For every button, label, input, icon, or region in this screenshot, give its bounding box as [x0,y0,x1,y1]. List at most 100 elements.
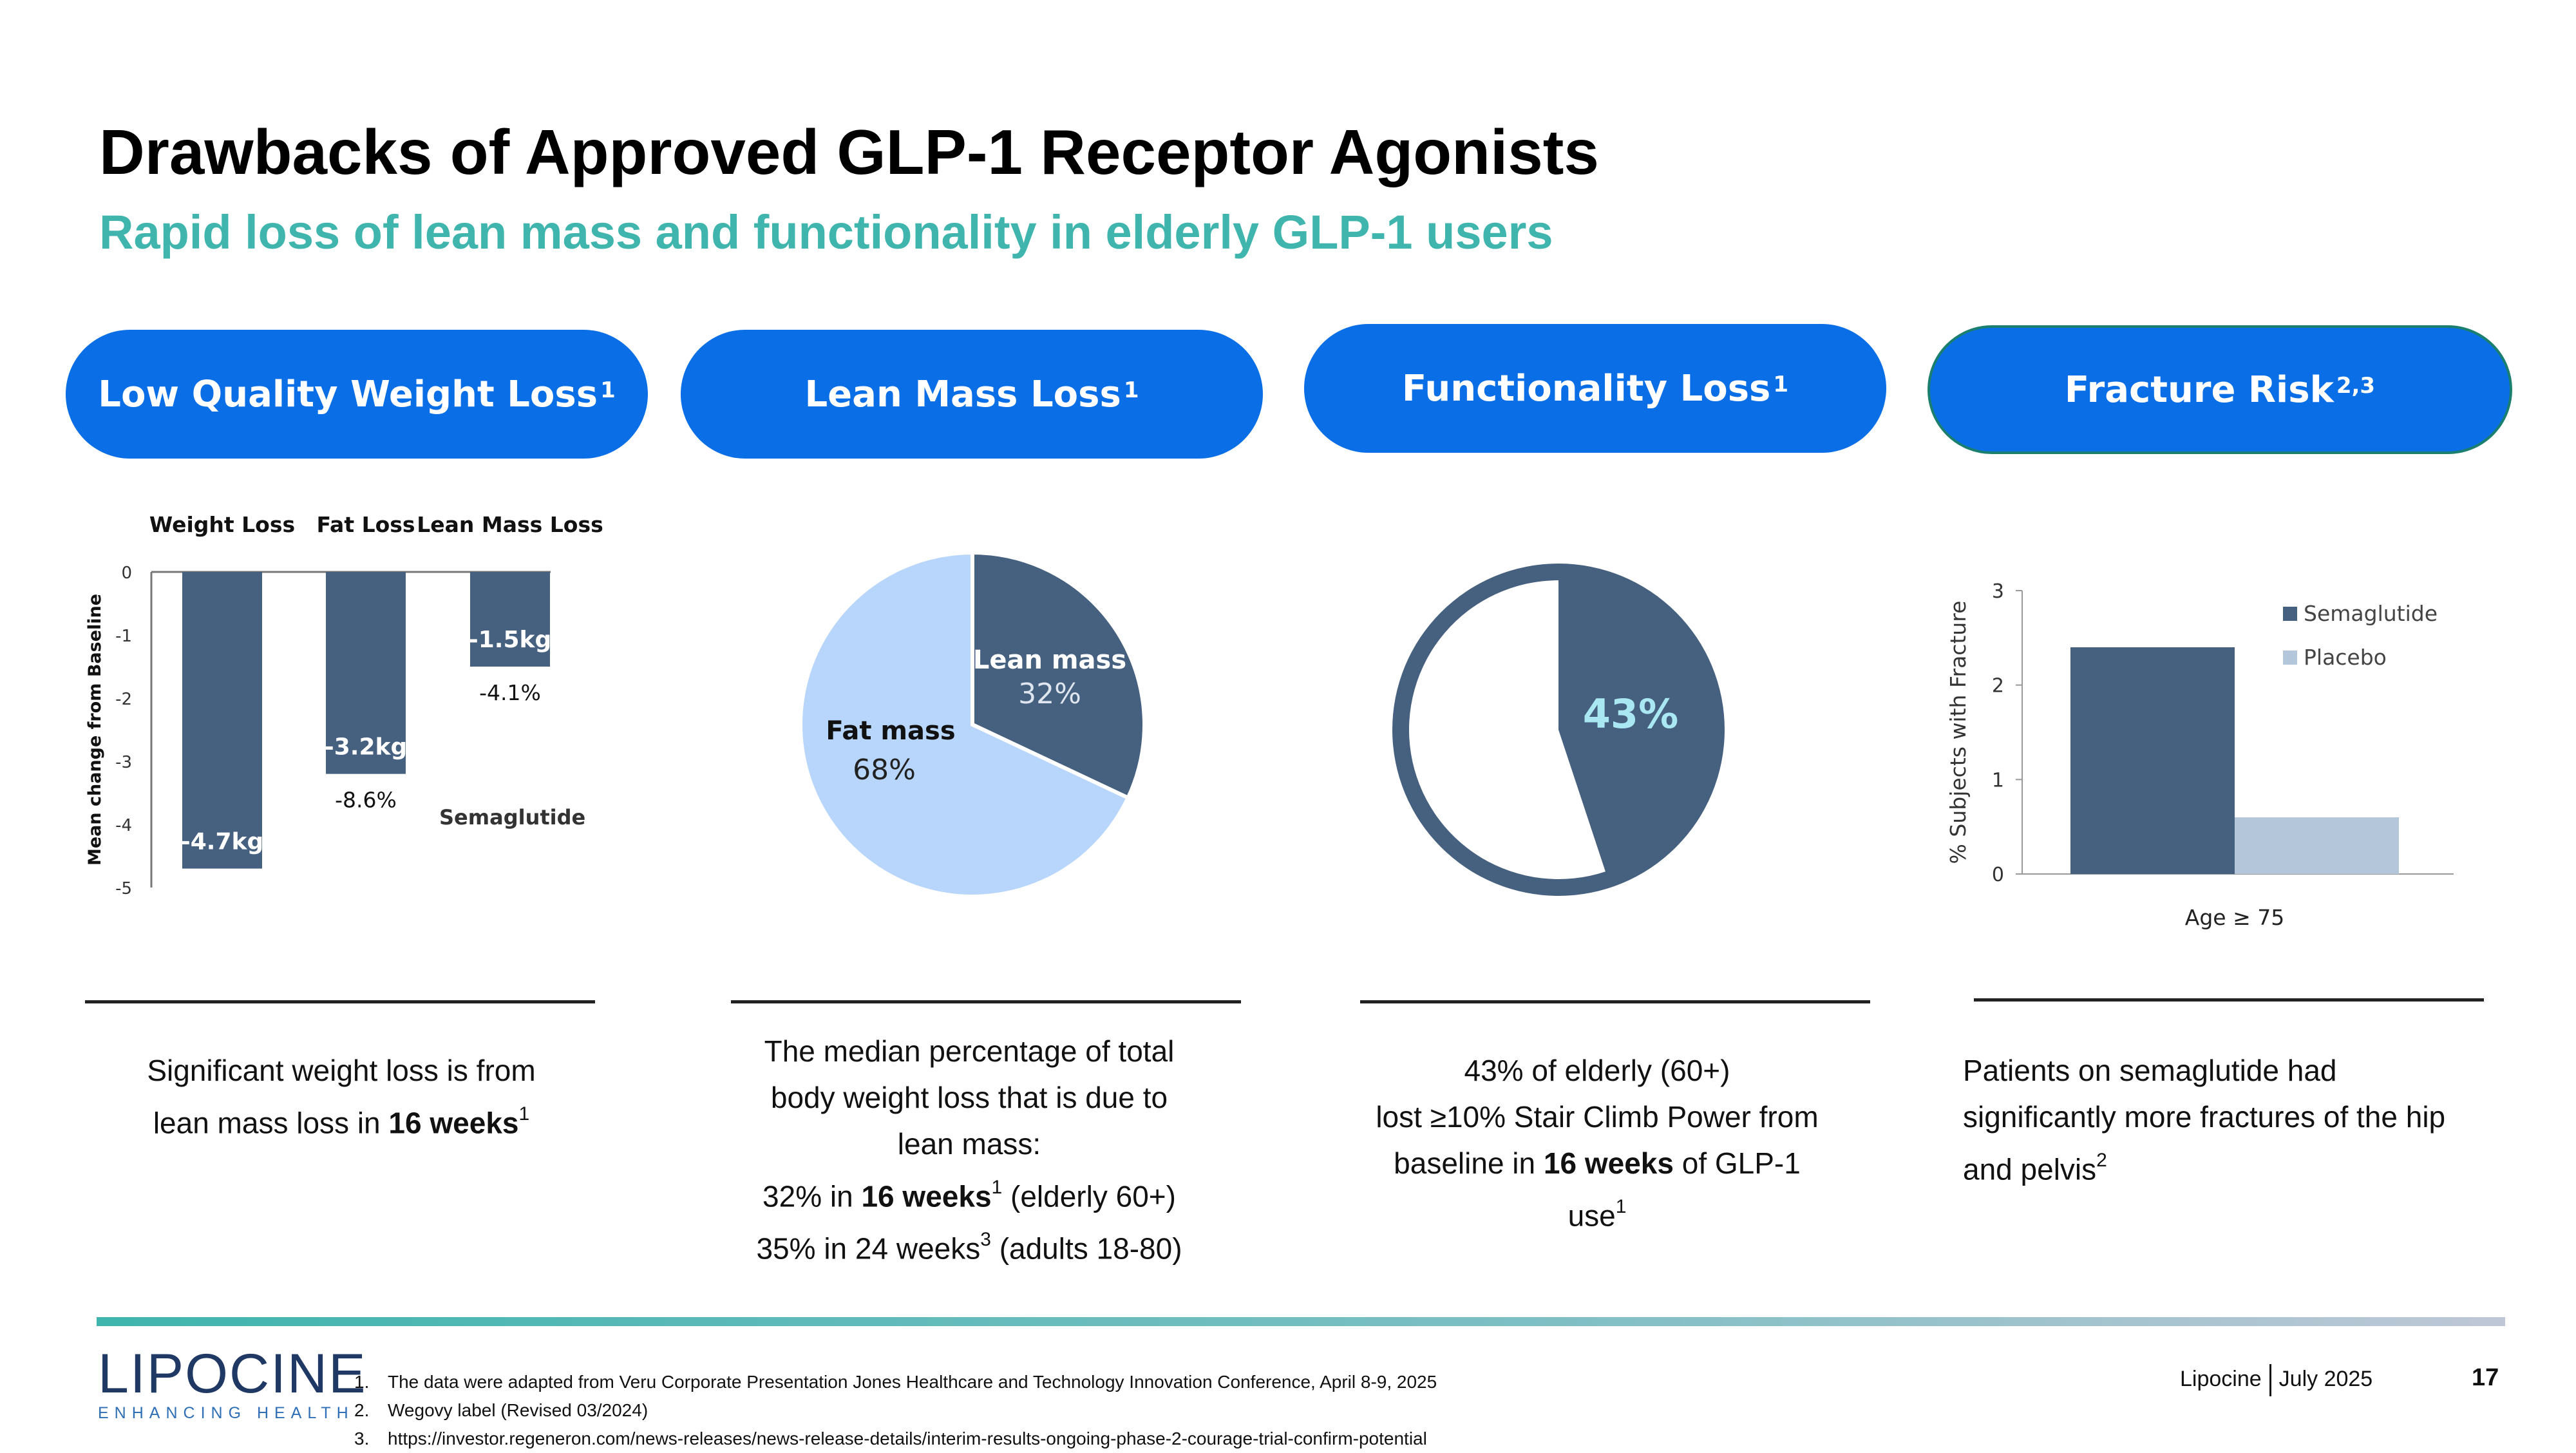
footer-brand: Lipocine July 2025 [2180,1364,2372,1396]
footer-gradient-bar [97,1317,2505,1326]
bar-value-label: -4.7kg [181,829,263,855]
caption-fracture: Patients on semaglutide had significantl… [1963,1047,2517,1192]
caption-line: 43% of elderly (60+) [1464,1054,1730,1087]
y-tick-label: -2 [115,690,132,709]
caption-line: lost ≥10% Stair Climb Power from [1376,1100,1819,1134]
divider-rule [731,1000,1241,1003]
bar [182,572,262,869]
caption-line: 35% in 24 weeks3 (adults 18-80) [712,1219,1227,1271]
legend-label: Semaglutide [2304,601,2438,626]
functionality-donut-chart: 43% [1392,564,1725,896]
y-axis-label: % Subjects with Fracture [1946,601,1971,864]
pill-sup: 1 [600,377,616,403]
y-tick-label: 1 [1992,769,2004,792]
pie-slice [799,550,1131,898]
caption-text: (adults 18-80) [990,1231,1182,1266]
pie-slice-label: Lean mass [973,645,1126,675]
pill-label: Low Quality Weight Loss [98,373,598,415]
caption-lean-mass: The median percentage of total body weig… [712,1028,1227,1272]
logo-word: LIPOCINE [98,1343,367,1405]
pie-slice-value: 68% [853,754,916,786]
caption-line: body weight loss that is due to [770,1081,1168,1114]
bar [2070,647,2235,874]
caption-sup: 2 [2096,1150,2107,1171]
caption-line: 32% in 16 weeks1 (elderly 60+) [712,1167,1227,1219]
pie-slice [971,550,1146,801]
y-tick-label: -4 [115,816,132,835]
footer-date: July 2025 [2278,1366,2373,1391]
reference-item: 1. The data were adapted from Veru Corpor… [354,1368,1437,1396]
reference-number: 3. [354,1429,370,1448]
caption-weight-loss: Significant weight loss is from lean mas… [84,1047,599,1146]
page-title: Drawbacks of Approved GLP-1 Receptor Ago… [99,117,1599,187]
caption-line: significantly more fractures of the hip [1963,1100,2446,1134]
caption-text: lean mass loss in [153,1106,389,1140]
caption-text: 32% in [762,1179,862,1213]
caption-line: lean mass loss in 16 weeks1 [84,1094,599,1146]
caption-text: use [1567,1199,1616,1233]
references-list: 1. The data were adapted from Veru Corpor… [354,1368,1437,1453]
pill-label: Fracture Risk [2064,368,2334,411]
caption-text: baseline in [1394,1146,1544,1180]
caption-functionality: 43% of elderly (60+) lost ≥10% Stair Cli… [1340,1047,1855,1239]
caption-sup: 1 [518,1103,530,1125]
reference-text: The data were adapted from Veru Corporat… [388,1372,1437,1392]
y-tick-label: 2 [1992,675,2004,698]
series-annotation: Semaglutide [439,805,585,830]
y-tick-label: -1 [115,627,132,646]
caption-line: use1 [1340,1186,1855,1239]
caption-line: The median percentage of total [764,1034,1175,1068]
reference-number: 2. [354,1400,370,1420]
pill-sup: 2,3 [2336,373,2376,399]
page-number: 17 [2472,1364,2499,1391]
caption-bold: 16 weeks [861,1179,992,1213]
fracture-bar-chart: 0 1 2 3 % Subjects with Fracture Semaglutide P… [1946,580,2454,930]
donut-center-label: 43% [1583,690,1678,737]
weight-loss-bar-chart: 0 -1 -2 -3 -4 -5 Mean change from Baseline Weig… [85,512,603,898]
caption-line: baseline in 16 weeks of GLP-1 [1340,1140,1855,1186]
bar [470,572,550,667]
caption-sup: 1 [1615,1196,1627,1217]
pill-functionality-loss: Functionality Loss 1 [1304,324,1886,453]
caption-bold: 16 weeks [1543,1146,1674,1180]
x-category-label: Age ≥ 75 [2185,905,2284,930]
bar [326,572,406,774]
y-tick-label: 0 [121,564,132,583]
reference-item: 3. https://investor.regeneron.com/news-re… [354,1425,1437,1453]
divider-rule [85,1000,595,1003]
category-label: Fat Loss [316,512,415,537]
pie-slice-label: Fat mass [826,716,955,746]
donut-remainder-slice [1409,580,1605,879]
legend-label: Placebo [2304,645,2387,670]
pill-sup: 1 [1773,372,1789,397]
bar [2235,817,2399,874]
page-subtitle: Rapid loss of lean mass and functionalit… [99,205,1553,259]
pill-label: Lean Mass Loss [804,373,1121,415]
reference-number: 1. [354,1372,370,1392]
reference-text: https://investor.regeneron.com/news-rele… [388,1429,1427,1448]
bar-value-label: -3.2kg [325,734,407,761]
y-tick-label: 3 [1992,580,2004,603]
y-tick-label: -5 [115,879,132,898]
caption-line: lean mass: [897,1127,1041,1161]
pill-low-quality-weight-loss: Low Quality Weight Loss 1 [66,330,648,459]
pie-slice-value: 32% [1018,678,1081,710]
bar-percent-label: -4.1% [479,680,541,705]
footer-brand-name: Lipocine [2180,1366,2262,1391]
pill-lean-mass-loss: Lean Mass Loss 1 [681,330,1263,459]
legend-swatch [2283,607,2297,621]
caption-text: and pelvis [1963,1152,2097,1186]
caption-line: Patients on semaglutide had [1963,1054,2337,1087]
y-tick-label: -3 [115,753,132,772]
category-label: Lean Mass Loss [417,512,603,537]
category-label: Weight Loss [149,512,295,537]
pill-sup: 1 [1123,377,1139,403]
logo-tagline: ENHANCING HEALTH [98,1404,354,1422]
caption-bold: 16 weeks [388,1106,519,1140]
caption-sup: 1 [991,1177,1003,1198]
caption-text: (elderly 60+) [1002,1179,1176,1213]
y-axis-label: Mean change from Baseline [85,594,105,866]
caption-sup: 3 [980,1229,991,1251]
lipocine-logo: LIPOCINE ENHANCING HEALTH [98,1346,366,1423]
